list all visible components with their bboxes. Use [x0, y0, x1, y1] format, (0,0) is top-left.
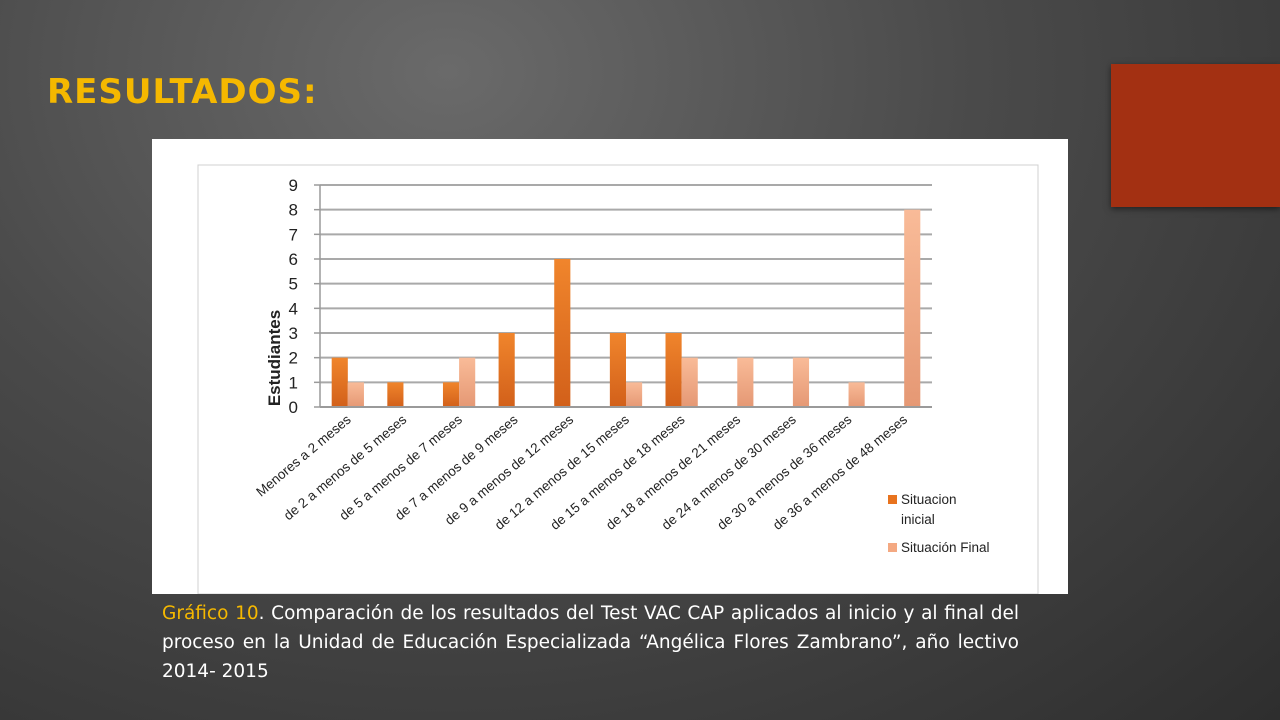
legend-label: Situacion — [901, 492, 957, 507]
y-axis-label: Estudiantes — [265, 310, 284, 406]
chart-panel: Estudiantes 0 1 2 3 4 5 6 7 8 9 Menores a 2 meses d… — [152, 139, 1068, 594]
y-tick-label: 1 — [289, 373, 298, 392]
bar-final — [347, 382, 364, 407]
y-tick-label: 7 — [289, 225, 298, 244]
bar-final — [792, 357, 810, 407]
figure-caption: Gráfico 10. Comparación de los resultado… — [162, 599, 1019, 686]
y-tick-label: 0 — [289, 398, 298, 417]
x-tick-label: Menores a 2 meses — [253, 412, 354, 500]
y-tick-label: 2 — [289, 349, 298, 368]
bar-final — [681, 357, 698, 407]
legend-swatch — [888, 495, 897, 504]
bar-final — [626, 382, 643, 407]
bar-final — [904, 209, 921, 407]
y-tick-label: 6 — [289, 250, 298, 269]
bar-final — [737, 357, 754, 407]
plot-area-border — [197, 164, 1039, 594]
y-tick-label: 4 — [289, 299, 298, 318]
bar-inicial — [498, 333, 515, 407]
bars — [331, 209, 921, 407]
bar-inicial — [665, 333, 682, 407]
caption-label: Gráfico 10 — [162, 603, 259, 624]
legend-label: Situación Final — [901, 540, 990, 555]
bar-inicial — [609, 333, 626, 407]
bar-inicial — [554, 259, 571, 407]
y-tick-label: 5 — [289, 275, 298, 294]
caption-text: . Comparación de los resultados del Test… — [162, 603, 1019, 682]
y-tick-label: 3 — [289, 324, 298, 343]
legend-label: inicial — [901, 512, 935, 527]
bar-inicial — [442, 382, 460, 407]
bar-final — [848, 382, 865, 407]
bar-inicial — [331, 357, 348, 407]
accent-block — [1111, 64, 1280, 207]
y-tick-label: 9 — [289, 176, 298, 195]
slide-title: RESULTADOS: — [47, 72, 318, 112]
bar-inicial — [387, 382, 404, 407]
gridlines — [320, 184, 932, 384]
bar-final — [459, 357, 476, 407]
legend-swatch — [888, 543, 897, 552]
legend: Situacion inicial Situación Final — [888, 492, 990, 555]
y-tick-label: 8 — [289, 201, 298, 220]
